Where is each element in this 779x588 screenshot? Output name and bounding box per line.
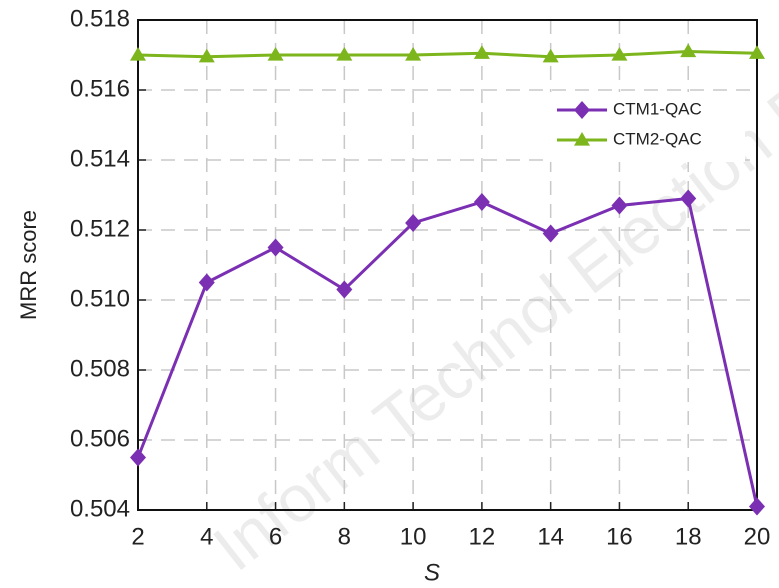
x-tick-label: 12 [469,523,496,550]
x-tick-label: 4 [200,523,213,550]
x-tick-label: 20 [744,523,771,550]
legend-label: CTM2-QAC [613,129,702,148]
point [473,45,490,59]
point [198,48,215,63]
point [749,497,765,516]
y-axis-label: MRR score [16,210,41,320]
y-tick-label: 0.514 [70,145,130,172]
point [267,47,284,61]
legend-marker [574,132,590,146]
x-tick-label: 14 [537,523,564,550]
x-tick-label: 16 [606,523,633,550]
point [611,196,628,215]
x-tick-label: 10 [400,523,427,550]
point [542,224,559,243]
legend-marker [574,101,590,119]
point [611,47,628,61]
point [749,45,765,59]
series-line [137,49,758,59]
y-tick-label: 0.512 [70,215,130,242]
legend-label: CTM1-QAC [613,99,702,118]
point [680,189,697,208]
x-tick-label: 18 [675,523,702,550]
point [405,47,422,61]
point [336,47,353,61]
x-tick-label: 2 [131,523,144,550]
y-tick-label: 0.504 [70,495,130,522]
y-tick-label: 0.508 [70,355,130,382]
y-tick-label: 0.510 [70,285,130,312]
point [198,273,215,292]
point [130,448,146,467]
series-line [136,196,759,507]
y-tick-label: 0.518 [70,5,130,32]
x-tick-label: 6 [269,523,282,550]
point [336,280,353,299]
y-tick-label: 0.506 [70,425,130,452]
point [680,43,697,58]
point [405,214,422,232]
y-tick-label: 0.516 [70,75,130,102]
x-tick-label: 8 [338,523,351,550]
point [542,48,559,63]
point [267,238,284,257]
x-axis-label: S [424,559,440,586]
point [473,193,490,211]
plot-frame [137,19,758,511]
point [130,47,146,61]
